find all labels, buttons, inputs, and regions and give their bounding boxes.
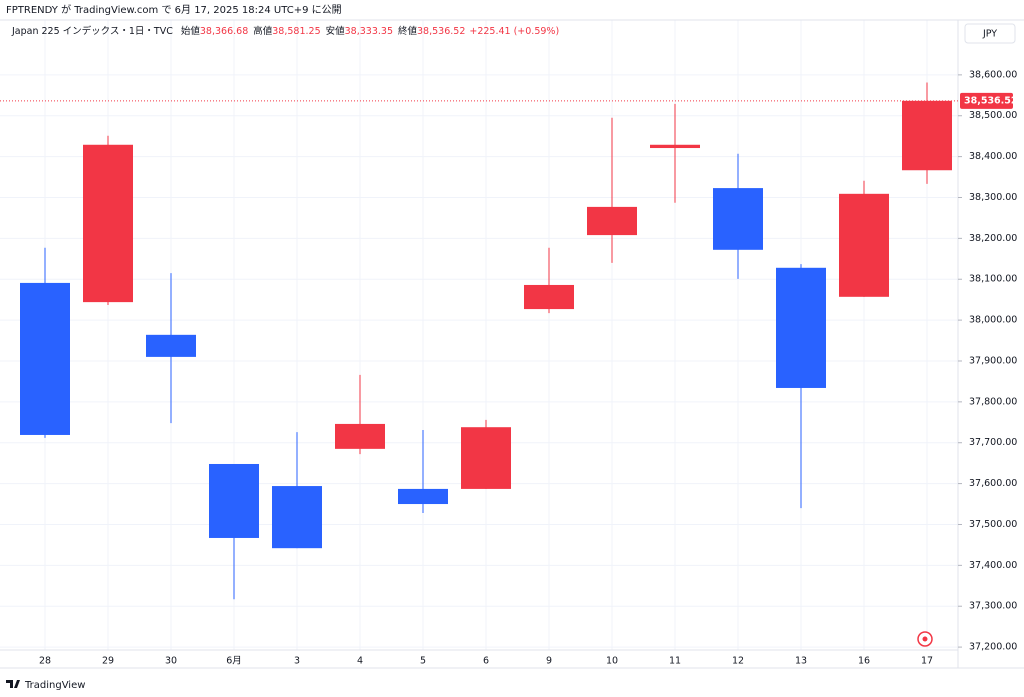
y-tick-label: 38,500.00 — [969, 110, 1017, 121]
x-tick-label: 28 — [39, 656, 51, 667]
footer-logo — [6, 680, 20, 688]
y-tick-label: 37,900.00 — [969, 355, 1017, 366]
legend: Japan 225 インデックス・1日・TVC 始値38,366.68 高値38,5… — [11, 25, 559, 37]
candle-body — [524, 284, 574, 310]
candle-body — [335, 423, 385, 449]
candle-body — [776, 267, 826, 388]
legend-value: 38,333.35 — [345, 26, 393, 37]
x-tick-label: 29 — [102, 656, 114, 667]
candle-body — [146, 334, 196, 357]
y-tick-label: 38,600.00 — [969, 69, 1017, 80]
legend-label: 高値 — [253, 25, 273, 37]
legend-value: 38,366.68 — [200, 26, 248, 37]
x-tick-label: 4 — [357, 656, 363, 667]
legend-change: +225.41 (+0.59%) — [469, 26, 559, 37]
currency: JPY — [982, 29, 997, 40]
candle-body — [902, 100, 952, 171]
x-tick-label: 9 — [546, 656, 552, 667]
candle-body — [209, 463, 259, 538]
header: FPTRENDY が TradingView.com で 6月 17, 2025… — [6, 3, 342, 16]
legend-value: 38,581.25 — [272, 26, 320, 37]
candle-body — [839, 193, 889, 297]
candle-body — [461, 427, 511, 489]
y-tick-label: 37,700.00 — [969, 437, 1017, 448]
y-tick-label: 37,200.00 — [969, 642, 1017, 653]
legend-label: 終値 — [398, 25, 418, 37]
y-tick-label: 37,500.00 — [969, 519, 1017, 530]
candle-body — [587, 206, 637, 236]
candle-body — [20, 282, 70, 435]
candle-body — [272, 486, 322, 549]
last-price-box — [960, 92, 1013, 109]
y-tick-label: 38,400.00 — [969, 151, 1017, 162]
x-tick-label: 30 — [165, 656, 177, 667]
legend-value: 38,536.52 — [417, 26, 465, 37]
last-price-label: 38,536.52 — [964, 95, 1018, 106]
y-tick-label: 37,300.00 — [969, 601, 1017, 612]
indicator-icon-dot — [922, 636, 928, 642]
x-tick-label: 6 — [483, 656, 489, 667]
y-tick-label: 38,300.00 — [969, 192, 1017, 203]
x-tick-label: 10 — [606, 656, 618, 667]
y-tick-label: 37,800.00 — [969, 396, 1017, 407]
candle-body — [398, 488, 448, 505]
candle-body — [713, 188, 763, 250]
x-tick-label: 17 — [921, 656, 933, 667]
legend-label: 始値 — [181, 25, 201, 37]
x-tick-label: 13 — [795, 656, 807, 667]
legend-symbol: Japan 225 インデックス・1日・TVC — [11, 25, 173, 37]
x-tick-label: 11 — [669, 656, 681, 667]
x-tick-label: 12 — [732, 656, 744, 667]
y-tick-label: 38,100.00 — [969, 274, 1017, 285]
legend-label: 安値 — [326, 25, 346, 37]
y-tick-label: 38,000.00 — [969, 315, 1017, 326]
candle-body — [650, 144, 700, 149]
x-tick-label: 3 — [294, 656, 300, 667]
x-tick-label: 5 — [420, 656, 426, 667]
y-tick-label: 37,600.00 — [969, 478, 1017, 489]
currency-box[interactable] — [964, 23, 1016, 44]
footer: TradingView — [24, 680, 85, 691]
y-tick-label: 37,400.00 — [969, 560, 1017, 571]
x-tick-label: 6月 — [226, 656, 242, 667]
y-tick-label: 38,200.00 — [969, 233, 1017, 244]
candle-body — [83, 144, 133, 303]
x-tick-label: 16 — [858, 656, 870, 667]
